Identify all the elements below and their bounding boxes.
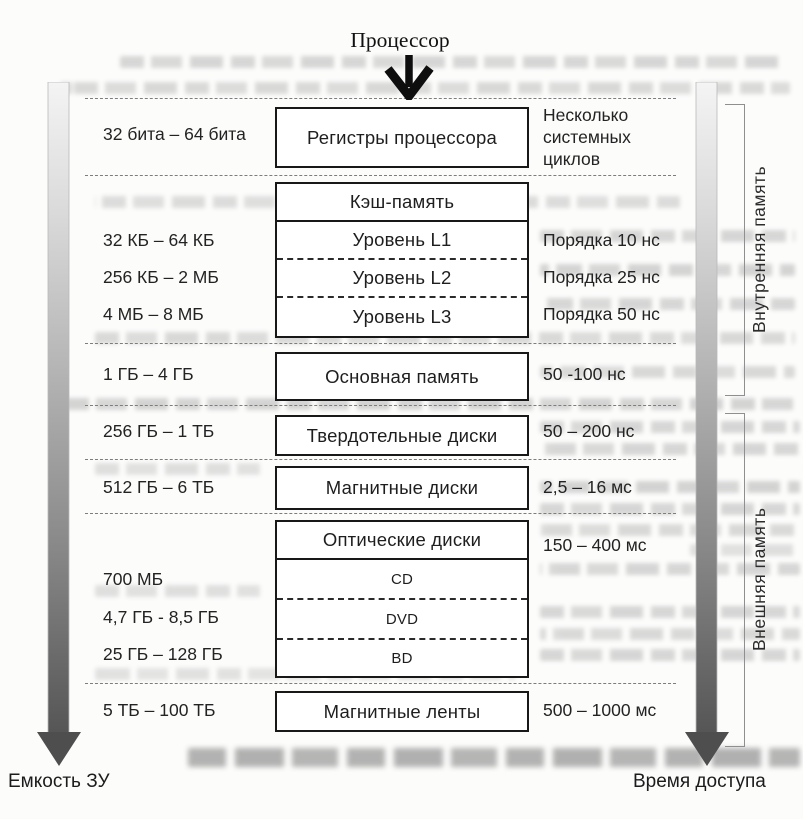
ghost-text-line <box>540 298 795 310</box>
ghost-text-line <box>540 264 795 276</box>
registers-label: Регистры процессора <box>307 126 497 148</box>
ghost-text-line <box>690 544 800 556</box>
tape-label: Магнитные ленты <box>323 700 481 722</box>
optical-bd-row: BD <box>277 640 527 676</box>
time-main-memory: 50 -100 нс <box>543 364 626 384</box>
ghost-text-line <box>120 56 780 68</box>
capacity-dvd: 4,7 ГБ - 8,5 ГБ <box>103 607 219 627</box>
time-l2: Порядка 25 нс <box>543 267 660 287</box>
row-divider <box>85 98 676 99</box>
ghost-text-line <box>60 398 795 410</box>
external-memory-bracket <box>725 413 745 747</box>
time-hdd: 2,5 – 16 мс <box>543 477 632 497</box>
capacity-main-memory: 1 ГБ – 4 ГБ <box>103 364 194 384</box>
cache-l3-label: Уровень L3 <box>352 306 452 327</box>
cache-header: Кэш-память <box>277 184 527 222</box>
ssd-label: Твердотельные диски <box>306 424 498 446</box>
cache-l2-label: Уровень L2 <box>352 267 452 288</box>
time-axis-arrow-icon <box>685 82 729 766</box>
row-divider <box>85 459 676 460</box>
row-divider <box>85 513 676 514</box>
ghost-text-line <box>540 606 800 618</box>
time-axis-label: Время доступа <box>633 771 766 792</box>
cache-l3-row: Уровень L3 <box>277 298 527 336</box>
capacity-axis-label: Емкость ЗУ <box>8 771 110 792</box>
capacity-axis-arrow-icon <box>37 82 81 766</box>
row-divider <box>85 405 676 406</box>
optical-dvd-row: DVD <box>277 600 527 640</box>
ghost-text-line <box>540 628 800 640</box>
ghost-text-line <box>540 524 800 536</box>
cache-l2-row: Уровень L2 <box>277 260 527 298</box>
optical-cd-row: CD <box>277 560 527 600</box>
ghost-text-line <box>540 366 795 378</box>
time-registers: Несколько системных циклов <box>543 105 631 169</box>
tape-box: Магнитные ленты <box>275 691 529 732</box>
row-divider <box>85 175 676 176</box>
ghost-text-line <box>540 230 795 242</box>
dvd-label: DVD <box>385 610 419 628</box>
time-ssd: 50 – 200 нс <box>543 421 635 441</box>
row-divider <box>85 683 676 684</box>
registers-box: Регистры процессора <box>275 107 529 168</box>
ghost-text-line <box>60 82 790 94</box>
time-l1: Порядка 10 нс <box>543 230 660 250</box>
processor-title: Процессор <box>350 28 450 52</box>
ghost-text-line <box>540 421 800 433</box>
row-divider <box>85 343 676 344</box>
capacity-tape: 5 ТБ – 100 ТБ <box>103 700 216 720</box>
cd-label: CD <box>390 570 414 588</box>
ghost-text-line <box>95 332 795 344</box>
capacity-hdd: 512 ГБ – 6 ТБ <box>103 477 215 497</box>
internal-memory-label: Внутренняя память <box>749 165 769 333</box>
internal-memory-bracket <box>725 104 745 396</box>
capacity-ssd: 256 ГБ – 1 ТБ <box>103 421 215 441</box>
main-memory-box: Основная память <box>275 352 529 401</box>
ghost-text-line <box>95 585 260 597</box>
cache-label: Кэш-память <box>349 191 455 212</box>
ghost-text-line <box>540 649 800 661</box>
main-memory-label: Основная память <box>325 365 479 387</box>
processor-arrow-icon <box>384 55 434 100</box>
hdd-label: Магнитные диски <box>325 477 479 498</box>
ghost-text-line <box>95 463 260 475</box>
optical-header: Оптические диски <box>277 522 527 560</box>
capacity-registers: 32 бита – 64 бита <box>103 124 246 144</box>
capacity-l3: 4 МБ – 8 МБ <box>103 304 204 324</box>
ghost-text-line <box>540 481 800 493</box>
ghost-text-line <box>540 443 800 455</box>
capacity-l2: 256 КБ – 2 МБ <box>103 267 219 287</box>
capacity-bd: 25 ГБ – 128 ГБ <box>103 644 223 664</box>
capacity-l1: 32 КБ – 64 КБ <box>103 230 215 250</box>
cache-box: Кэш-память Уровень L1 Уровень L2 Уровень… <box>275 182 529 338</box>
ghost-text-line <box>540 563 800 575</box>
ghost-heading-line <box>188 748 800 767</box>
ssd-box: Твердотельные диски <box>275 415 529 456</box>
capacity-cd: 700 МБ <box>103 569 164 589</box>
ghost-text-line <box>540 503 800 515</box>
time-l3: Порядка 50 нс <box>543 304 660 324</box>
cache-l1-label: Уровень L1 <box>352 229 452 250</box>
optical-label: Оптические диски <box>322 529 482 550</box>
optical-box: Оптические диски CD DVD BD <box>275 520 529 678</box>
bd-label: BD <box>391 649 413 667</box>
hdd-box: Магнитные диски <box>275 466 529 510</box>
cache-l1-row: Уровень L1 <box>277 222 527 260</box>
external-memory-label: Внешняя память <box>749 507 769 651</box>
time-tape: 500 – 1000 мс <box>543 700 657 720</box>
time-optical: 150 – 400 мс <box>543 535 647 555</box>
